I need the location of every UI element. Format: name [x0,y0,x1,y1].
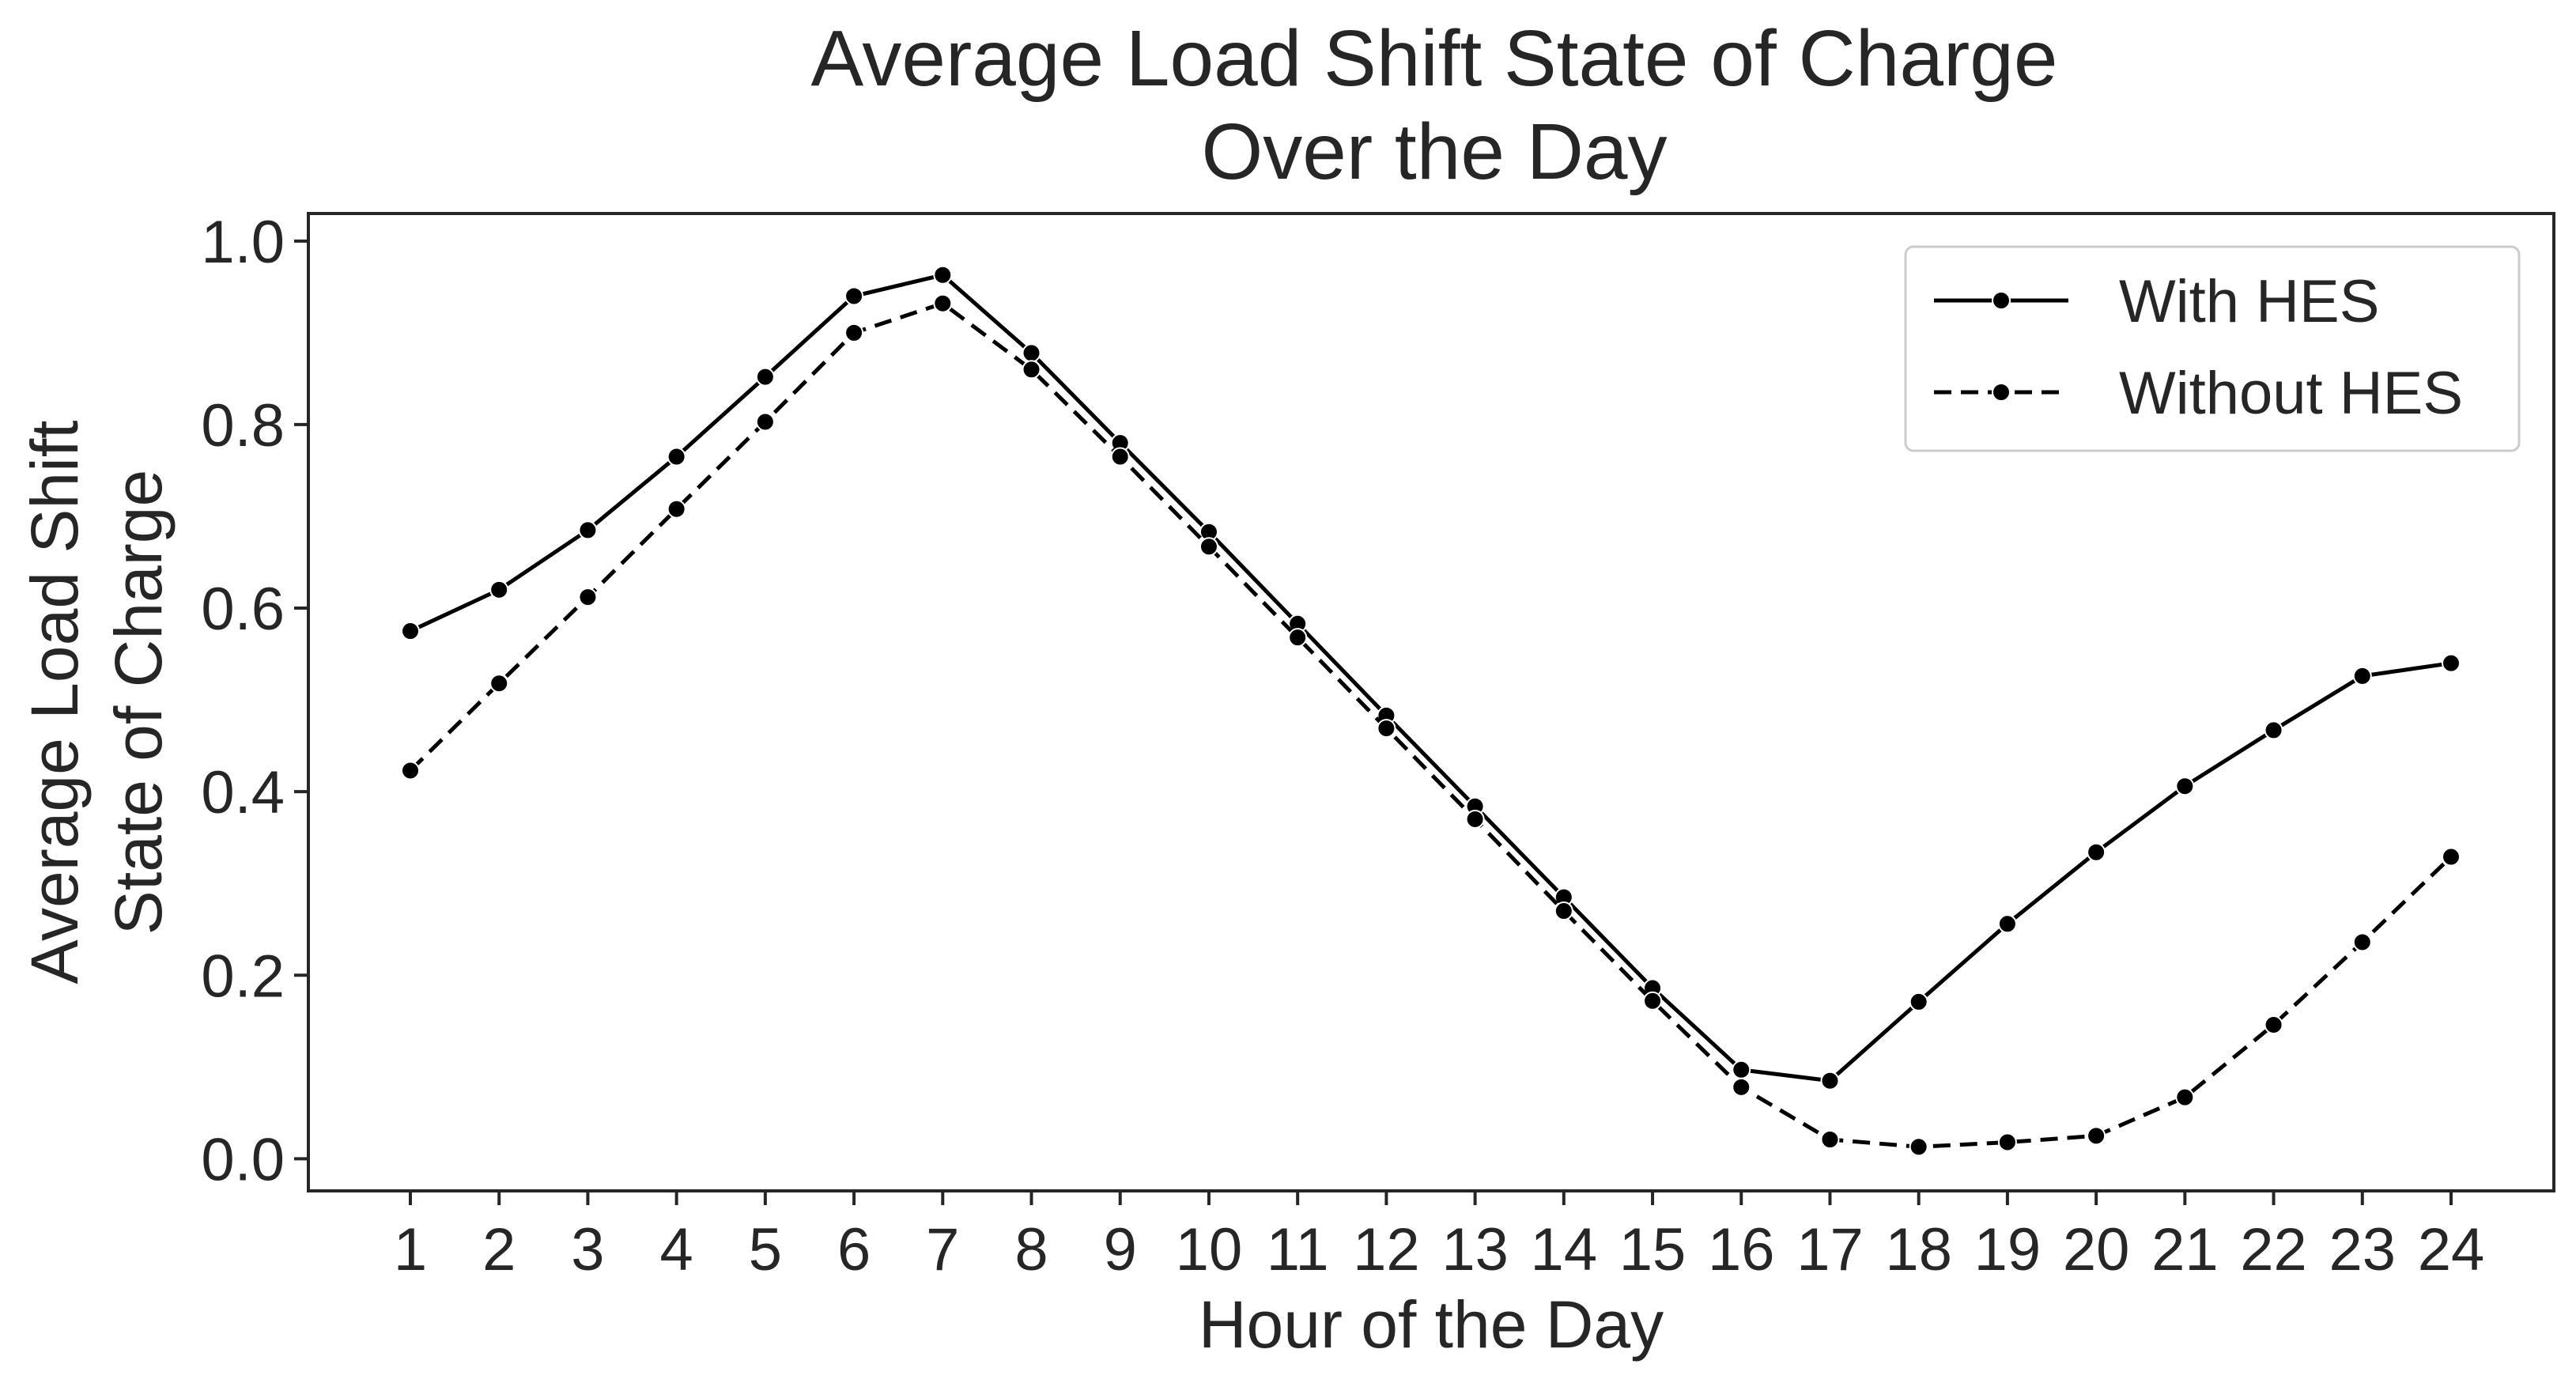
data-point-without-hes [2264,1015,2283,1034]
x-tick-label: 17 [1796,1216,1864,1283]
data-point-without-hes [1643,991,1663,1011]
data-point-without-hes [1997,1132,2017,1152]
legend-marker-without-hes [1992,383,2011,402]
data-point-without-hes [1820,1130,1840,1150]
series-layer [401,265,2461,1157]
data-point-without-hes [1110,447,1130,467]
chart-title-line-2: Over the Day [1201,108,1667,196]
data-point-without-hes [2352,932,2372,952]
data-point-with-hes [844,286,864,306]
y-tick-label: 0.0 [201,1126,285,1193]
data-point-without-hes [2175,1087,2195,1107]
x-tick-label: 13 [1441,1216,1509,1283]
y-tick-label: 1.0 [201,209,285,276]
y-tick-label: 0.4 [201,759,285,826]
data-point-without-hes [755,412,775,432]
y-tick-label: 0.2 [201,943,285,1010]
data-point-without-hes [1732,1077,1751,1097]
x-tick-label: 7 [926,1216,959,1283]
data-point-without-hes [1465,809,1485,829]
data-point-with-hes [2264,720,2283,740]
y-tick-label: 0.8 [201,392,285,459]
data-point-without-hes [489,674,509,694]
data-point-without-hes [933,293,953,313]
x-tick-label: 23 [2329,1216,2397,1283]
y-axis-ticks: 0.0 0.2 0.4 0.6 0.8 1.0 [201,209,308,1193]
data-point-with-hes [2175,777,2195,796]
data-point-with-hes [2352,666,2372,686]
y-axis-label-line-2: State of Charge [101,470,176,935]
data-point-with-hes [1820,1071,1840,1090]
legend-label-with-hes: With HES [2119,268,2379,335]
x-tick-label: 16 [1708,1216,1775,1283]
y-axis-label: Average Load Shift State of Charge [17,421,176,985]
data-point-without-hes [1022,360,1041,380]
x-tick-label: 19 [1974,1216,2042,1283]
x-tick-label: 15 [1619,1216,1686,1283]
legend-box [1904,245,2521,452]
data-point-without-hes [1377,719,1396,739]
data-point-with-hes [2442,653,2461,673]
data-point-without-hes [667,499,686,519]
x-axis-ticks: 1 2 3 4 5 6 7 8 9 10 11 12 13 14 15 16 17 18 19 20 21 22 23 24 [394,1191,2484,1283]
x-tick-label: 18 [1885,1216,1952,1283]
x-tick-label: 6 [837,1216,871,1283]
data-point-without-hes [2087,1126,2106,1146]
data-point-with-hes [2087,842,2106,862]
x-tick-label: 24 [2418,1216,2485,1283]
x-tick-label: 3 [571,1216,604,1283]
x-tick-label: 10 [1176,1216,1243,1283]
data-point-without-hes [578,588,598,607]
data-point-without-hes [1199,537,1218,557]
chart-title: Average Load Shift State of Charge Over … [810,14,2057,196]
legend-marker-with-hes [1992,291,2011,310]
data-point-with-hes [755,367,775,387]
data-point-without-hes [1288,628,1308,648]
chart-title-line-1: Average Load Shift State of Charge [810,14,2057,103]
data-point-without-hes [2442,847,2461,867]
y-axis-label-line-1: Average Load Shift [17,421,92,985]
x-tick-label: 1 [394,1216,427,1283]
x-tick-label: 5 [749,1216,782,1283]
x-tick-label: 22 [2240,1216,2307,1283]
data-point-with-hes [1022,343,1041,363]
legend: With HES Without HES [1904,245,2521,452]
x-tick-label: 4 [660,1216,693,1283]
plot-area-frame [307,212,2555,1192]
data-point-with-hes [578,520,598,540]
x-tick-label: 2 [482,1216,516,1283]
data-point-with-hes [933,265,953,285]
x-axis-label: Hour of the Day [1199,1287,1664,1362]
x-tick-label: 20 [2063,1216,2130,1283]
x-tick-label: 11 [1267,1216,1329,1283]
data-point-without-hes [401,761,420,780]
data-point-with-hes [1909,992,1928,1011]
data-point-with-hes [667,447,686,467]
data-point-without-hes [844,323,864,342]
y-tick-label: 0.6 [201,576,285,643]
data-point-without-hes [1554,901,1573,921]
x-tick-label: 9 [1104,1216,1137,1283]
data-point-with-hes [1732,1060,1751,1079]
x-tick-label: 8 [1014,1216,1048,1283]
data-point-with-hes [401,622,420,641]
x-tick-label: 21 [2151,1216,2219,1283]
data-point-with-hes [1997,914,2017,934]
x-tick-label: 12 [1353,1216,1420,1283]
data-point-without-hes [1909,1137,1928,1157]
data-point-with-hes [489,580,509,599]
x-tick-label: 14 [1531,1216,1598,1283]
series-line-with-hes [409,273,2452,1083]
legend-label-without-hes: Without HES [2119,360,2463,427]
